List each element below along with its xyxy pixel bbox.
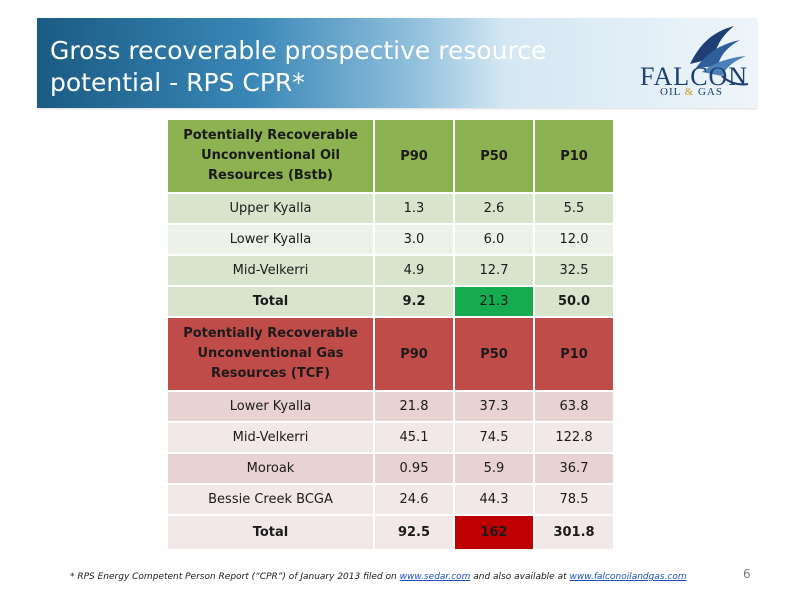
row-p50: 5.9 [453,452,535,485]
gas-header-label: Potentially Recoverable Unconventional G… [166,316,375,392]
row-p90: 21.8 [373,390,455,423]
row-name: Total [166,514,375,551]
page-title-line1: Gross recoverable prospective resource [50,36,547,65]
falcon-logo: FALCON OIL & GAS [632,24,752,104]
falcon-website-link[interactable]: www.falconoilandgas.com [569,572,687,582]
row-name: Lower Kyalla [166,223,375,256]
logo-subtext: OIL & GAS [660,86,723,98]
row-p50: 6.0 [453,223,535,256]
title-banner [37,18,757,108]
table-row: Mid-Velkerri 45.1 74.5 122.8 [166,421,615,454]
row-p50: 2.6 [453,192,535,225]
oil-header-p50: P50 [453,118,535,194]
row-p90: 24.6 [373,483,455,516]
row-p90: 45.1 [373,421,455,454]
row-name: Total [166,285,375,318]
table-row: Mid-Velkerri 4.9 12.7 32.5 [166,254,615,287]
oil-total-p50-highlight: 21.3 [453,285,535,318]
table-row: Upper Kyalla 1.3 2.6 5.5 [166,192,615,225]
row-p10: 78.5 [533,483,615,516]
gas-header-row: Potentially Recoverable Unconventional G… [166,316,615,392]
row-p90: 4.9 [373,254,455,287]
oil-header-p10: P10 [533,118,615,194]
oil-header-row: Potentially Recoverable Unconventional O… [166,118,615,194]
table-row: Moroak 0.95 5.9 36.7 [166,452,615,485]
oil-header-label: Potentially Recoverable Unconventional O… [166,118,375,194]
row-p50: 12.7 [453,254,535,287]
row-p90: 1.3 [373,192,455,225]
row-p10: 36.7 [533,452,615,485]
footnote-text: * RPS Energy Competent Person Report (“C… [70,572,400,582]
oil-header-p90: P90 [373,118,455,194]
row-p10: 122.8 [533,421,615,454]
row-p90: 92.5 [373,514,455,551]
falcon-wing-icon [690,26,749,86]
table-row: Lower Kyalla 3.0 6.0 12.0 [166,223,615,256]
row-p90: 0.95 [373,452,455,485]
row-name: Mid-Velkerri [166,421,375,454]
row-p90: 3.0 [373,223,455,256]
row-p50: 74.5 [453,421,535,454]
page-title: Gross recoverable prospective resource p… [50,35,610,99]
logo-text: FALCON [640,62,749,91]
gas-header-p10: P10 [533,316,615,392]
row-p50: 37.3 [453,390,535,423]
table-row: Bessie Creek BCGA 24.6 44.3 78.5 [166,483,615,516]
row-name: Moroak [166,452,375,485]
page-title-line2: potential - RPS CPR* [50,68,305,97]
page-number: 6 [743,567,751,581]
row-p10: 5.5 [533,192,615,225]
row-p10: 63.8 [533,390,615,423]
row-name: Mid-Velkerri [166,254,375,287]
row-name: Upper Kyalla [166,192,375,225]
gas-total-p50-highlight: 162 [453,514,535,551]
row-name: Lower Kyalla [166,390,375,423]
row-p10: 301.8 [533,514,615,551]
gas-total-row: Total 92.5 162 301.8 [166,514,615,551]
row-p90: 9.2 [373,285,455,318]
row-p50: 44.3 [453,483,535,516]
row-p10: 50.0 [533,285,615,318]
footnote: * RPS Energy Competent Person Report (“C… [70,572,687,582]
row-name: Bessie Creek BCGA [166,483,375,516]
gas-header-p90: P90 [373,316,455,392]
row-p10: 32.5 [533,254,615,287]
footnote-text-2: and also available at [470,572,570,582]
oil-total-row: Total 9.2 21.3 50.0 [166,285,615,318]
gas-header-p50: P50 [453,316,535,392]
resource-table: Potentially Recoverable Unconventional O… [166,118,615,551]
table-row: Lower Kyalla 21.8 37.3 63.8 [166,390,615,423]
sedar-link[interactable]: www.sedar.com [399,572,471,582]
row-p10: 12.0 [533,223,615,256]
